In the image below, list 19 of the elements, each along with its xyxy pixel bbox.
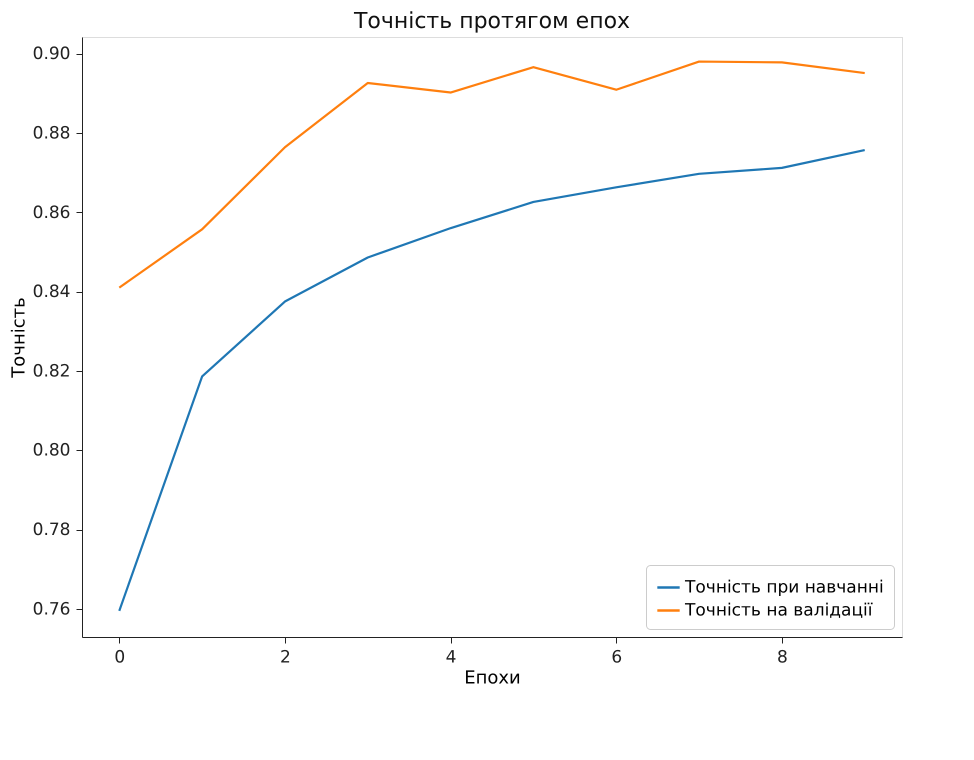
y-axis-title: Точність: [8, 297, 30, 379]
x-tick-label: 2: [280, 648, 291, 668]
y-tick-label: 0.76: [32, 599, 70, 620]
y-tick-label: 0.78: [32, 520, 70, 540]
x-tick-label: 4: [446, 648, 456, 668]
y-tick-label: 0.86: [32, 202, 70, 223]
y-tick-label: 0.82: [32, 361, 70, 382]
y-tick-label: 0.84: [32, 282, 70, 302]
chart-title: Точність протягом епох: [352, 9, 630, 34]
y-tick-label: 0.90: [32, 44, 70, 64]
x-tick-label: 0: [114, 648, 126, 668]
line-series: [118, 60, 866, 289]
legend-label: Точність при навчанні: [684, 578, 884, 598]
x-axis-title: Епохи: [464, 668, 521, 688]
y-tick-label: 0.88: [32, 123, 70, 144]
x-tick-label: 8: [776, 648, 788, 668]
y-tick-label: 0.80: [32, 440, 70, 461]
x-tick-label: 6: [611, 648, 622, 668]
legend-label: Точність на валідації: [684, 600, 873, 620]
